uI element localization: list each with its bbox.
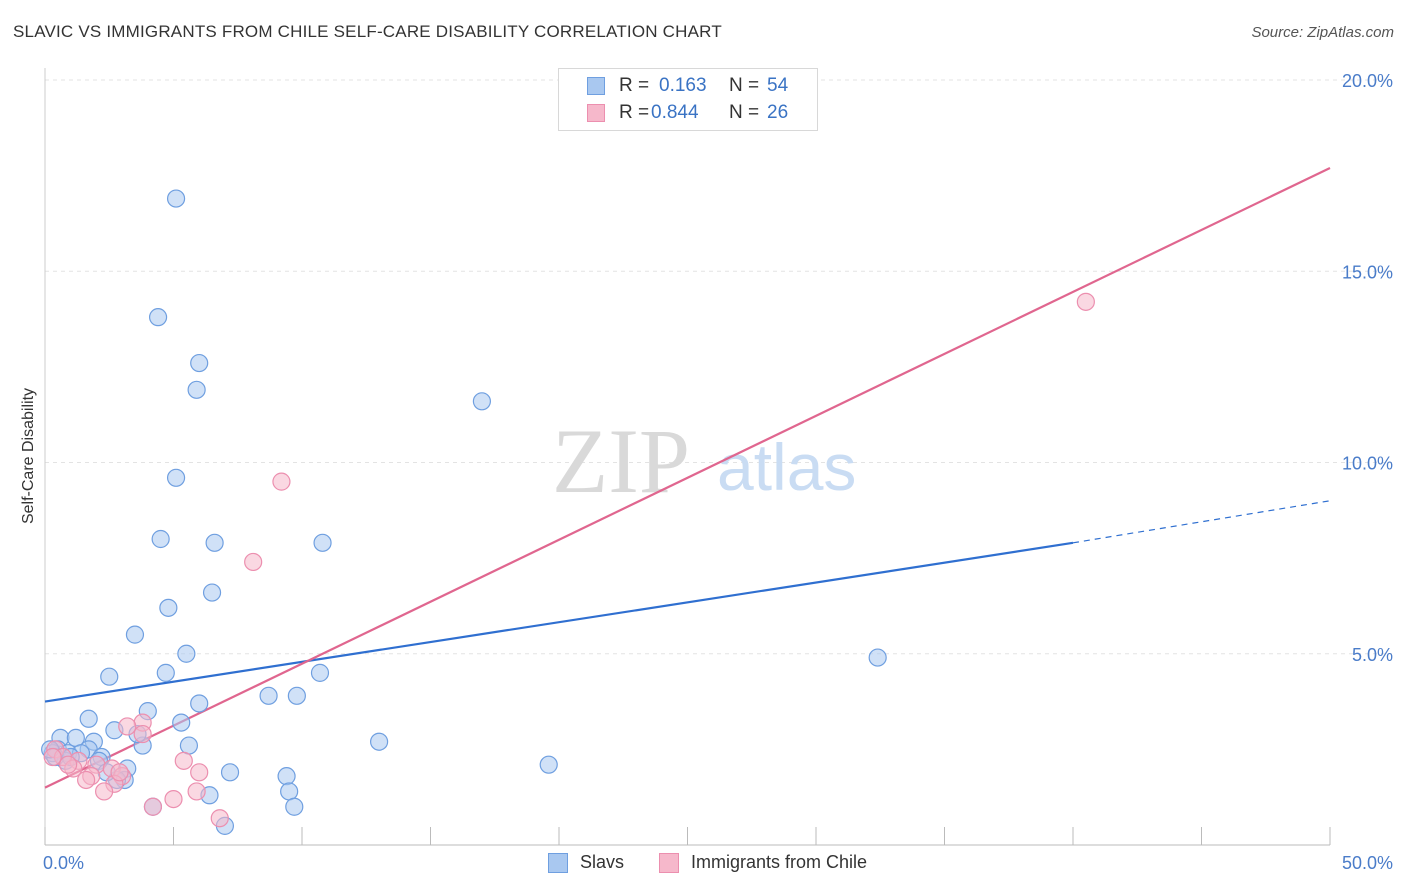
bottom-legend-swatch-chile (659, 853, 679, 873)
legend-n-label: N = (729, 102, 760, 123)
slavs-trendline-extension (1072, 500, 1331, 544)
slavs-point (166, 189, 186, 208)
chile-point (1076, 292, 1095, 311)
legend-r-label: R = (619, 75, 650, 96)
slavs-point (179, 736, 199, 755)
watermark: ZIP atlas (552, 410, 856, 512)
bottom-legend-label-chile: Immigrants from Chile (691, 852, 868, 872)
watermark-atlas: atlas (717, 430, 856, 504)
chile-point (95, 782, 114, 801)
x-tick-label: 50.0% (1342, 853, 1393, 873)
slavs-trendline (44, 541, 1074, 703)
legend-n-value: 26 (767, 102, 789, 123)
slavs-point (190, 353, 209, 373)
chile-point (210, 809, 229, 828)
slavs-point (539, 755, 558, 774)
slavs-point (220, 763, 240, 782)
axes (44, 68, 1331, 846)
chile-point (143, 797, 163, 816)
chile-point (43, 747, 62, 767)
chile-point (244, 552, 263, 572)
slavs-point (177, 644, 196, 663)
legend-swatch-slavs (587, 77, 605, 95)
legend-r-value: 0.163 (659, 75, 707, 96)
slavs-point (370, 732, 389, 751)
chile-point (59, 755, 78, 774)
legend-r-value: 0.844 (651, 102, 699, 123)
chile-point (174, 751, 193, 770)
slavs-point (100, 667, 119, 686)
source-credit: Source: ZipAtlas.com (1251, 24, 1394, 41)
stats-legend: R = 0.163 N = 54 R = 0.844 N = 26 (558, 68, 818, 131)
y-tick-label: 15.0% (1342, 262, 1393, 282)
slavs-point (868, 648, 887, 667)
slavs-point (280, 782, 299, 801)
chile-trendline (44, 166, 1331, 789)
slavs-point (287, 686, 306, 705)
slavs-point (205, 533, 224, 552)
legend-n-label: N = (729, 75, 760, 96)
slavs-point (259, 686, 278, 705)
legend-r-label: R = (619, 102, 650, 123)
legend-swatch-chile (587, 104, 605, 122)
slavs-point (190, 694, 209, 713)
slavs-point (472, 392, 491, 411)
chile-point (164, 789, 183, 809)
slavs-point (166, 468, 186, 487)
slavs-point (313, 533, 332, 552)
slavs-point (187, 380, 206, 399)
trendlines (44, 166, 1331, 789)
slavs-point (148, 308, 168, 327)
chile-point (187, 782, 206, 801)
slavs-point (125, 625, 145, 644)
slavs-point (159, 598, 178, 617)
y-tick-label: 5.0% (1352, 645, 1393, 665)
slavs-point (172, 713, 191, 732)
slavs-point (310, 663, 330, 682)
slavs-point (285, 797, 304, 816)
slavs-point (202, 583, 222, 602)
chile-point (190, 763, 209, 782)
chile-point (272, 472, 291, 491)
chile-point (110, 763, 129, 782)
slavs-point (79, 709, 98, 728)
x-tick-label: 0.0% (43, 853, 84, 873)
legend-n-value: 54 (767, 75, 789, 96)
chart-title: SLAVIC VS IMMIGRANTS FROM CHILE SELF-CAR… (13, 22, 722, 41)
chile-point (77, 770, 96, 790)
data-points (41, 189, 1095, 835)
slavs-point (277, 767, 296, 786)
slavs-point (151, 529, 170, 549)
chile-point (133, 724, 152, 744)
bottom-legend-label-slavs: Slavs (580, 852, 625, 872)
y-tick-label: 20.0% (1342, 71, 1393, 91)
y-tick-label: 10.0% (1342, 454, 1393, 474)
slavs-point (156, 663, 175, 682)
bottom-legend-swatch-slavs (548, 853, 568, 873)
tick-labels: 5.0% 10.0% 15.0% 20.0% 0.0% 50.0% (43, 71, 1393, 873)
chile-point (118, 717, 137, 736)
watermark-zip: ZIP (552, 410, 690, 512)
